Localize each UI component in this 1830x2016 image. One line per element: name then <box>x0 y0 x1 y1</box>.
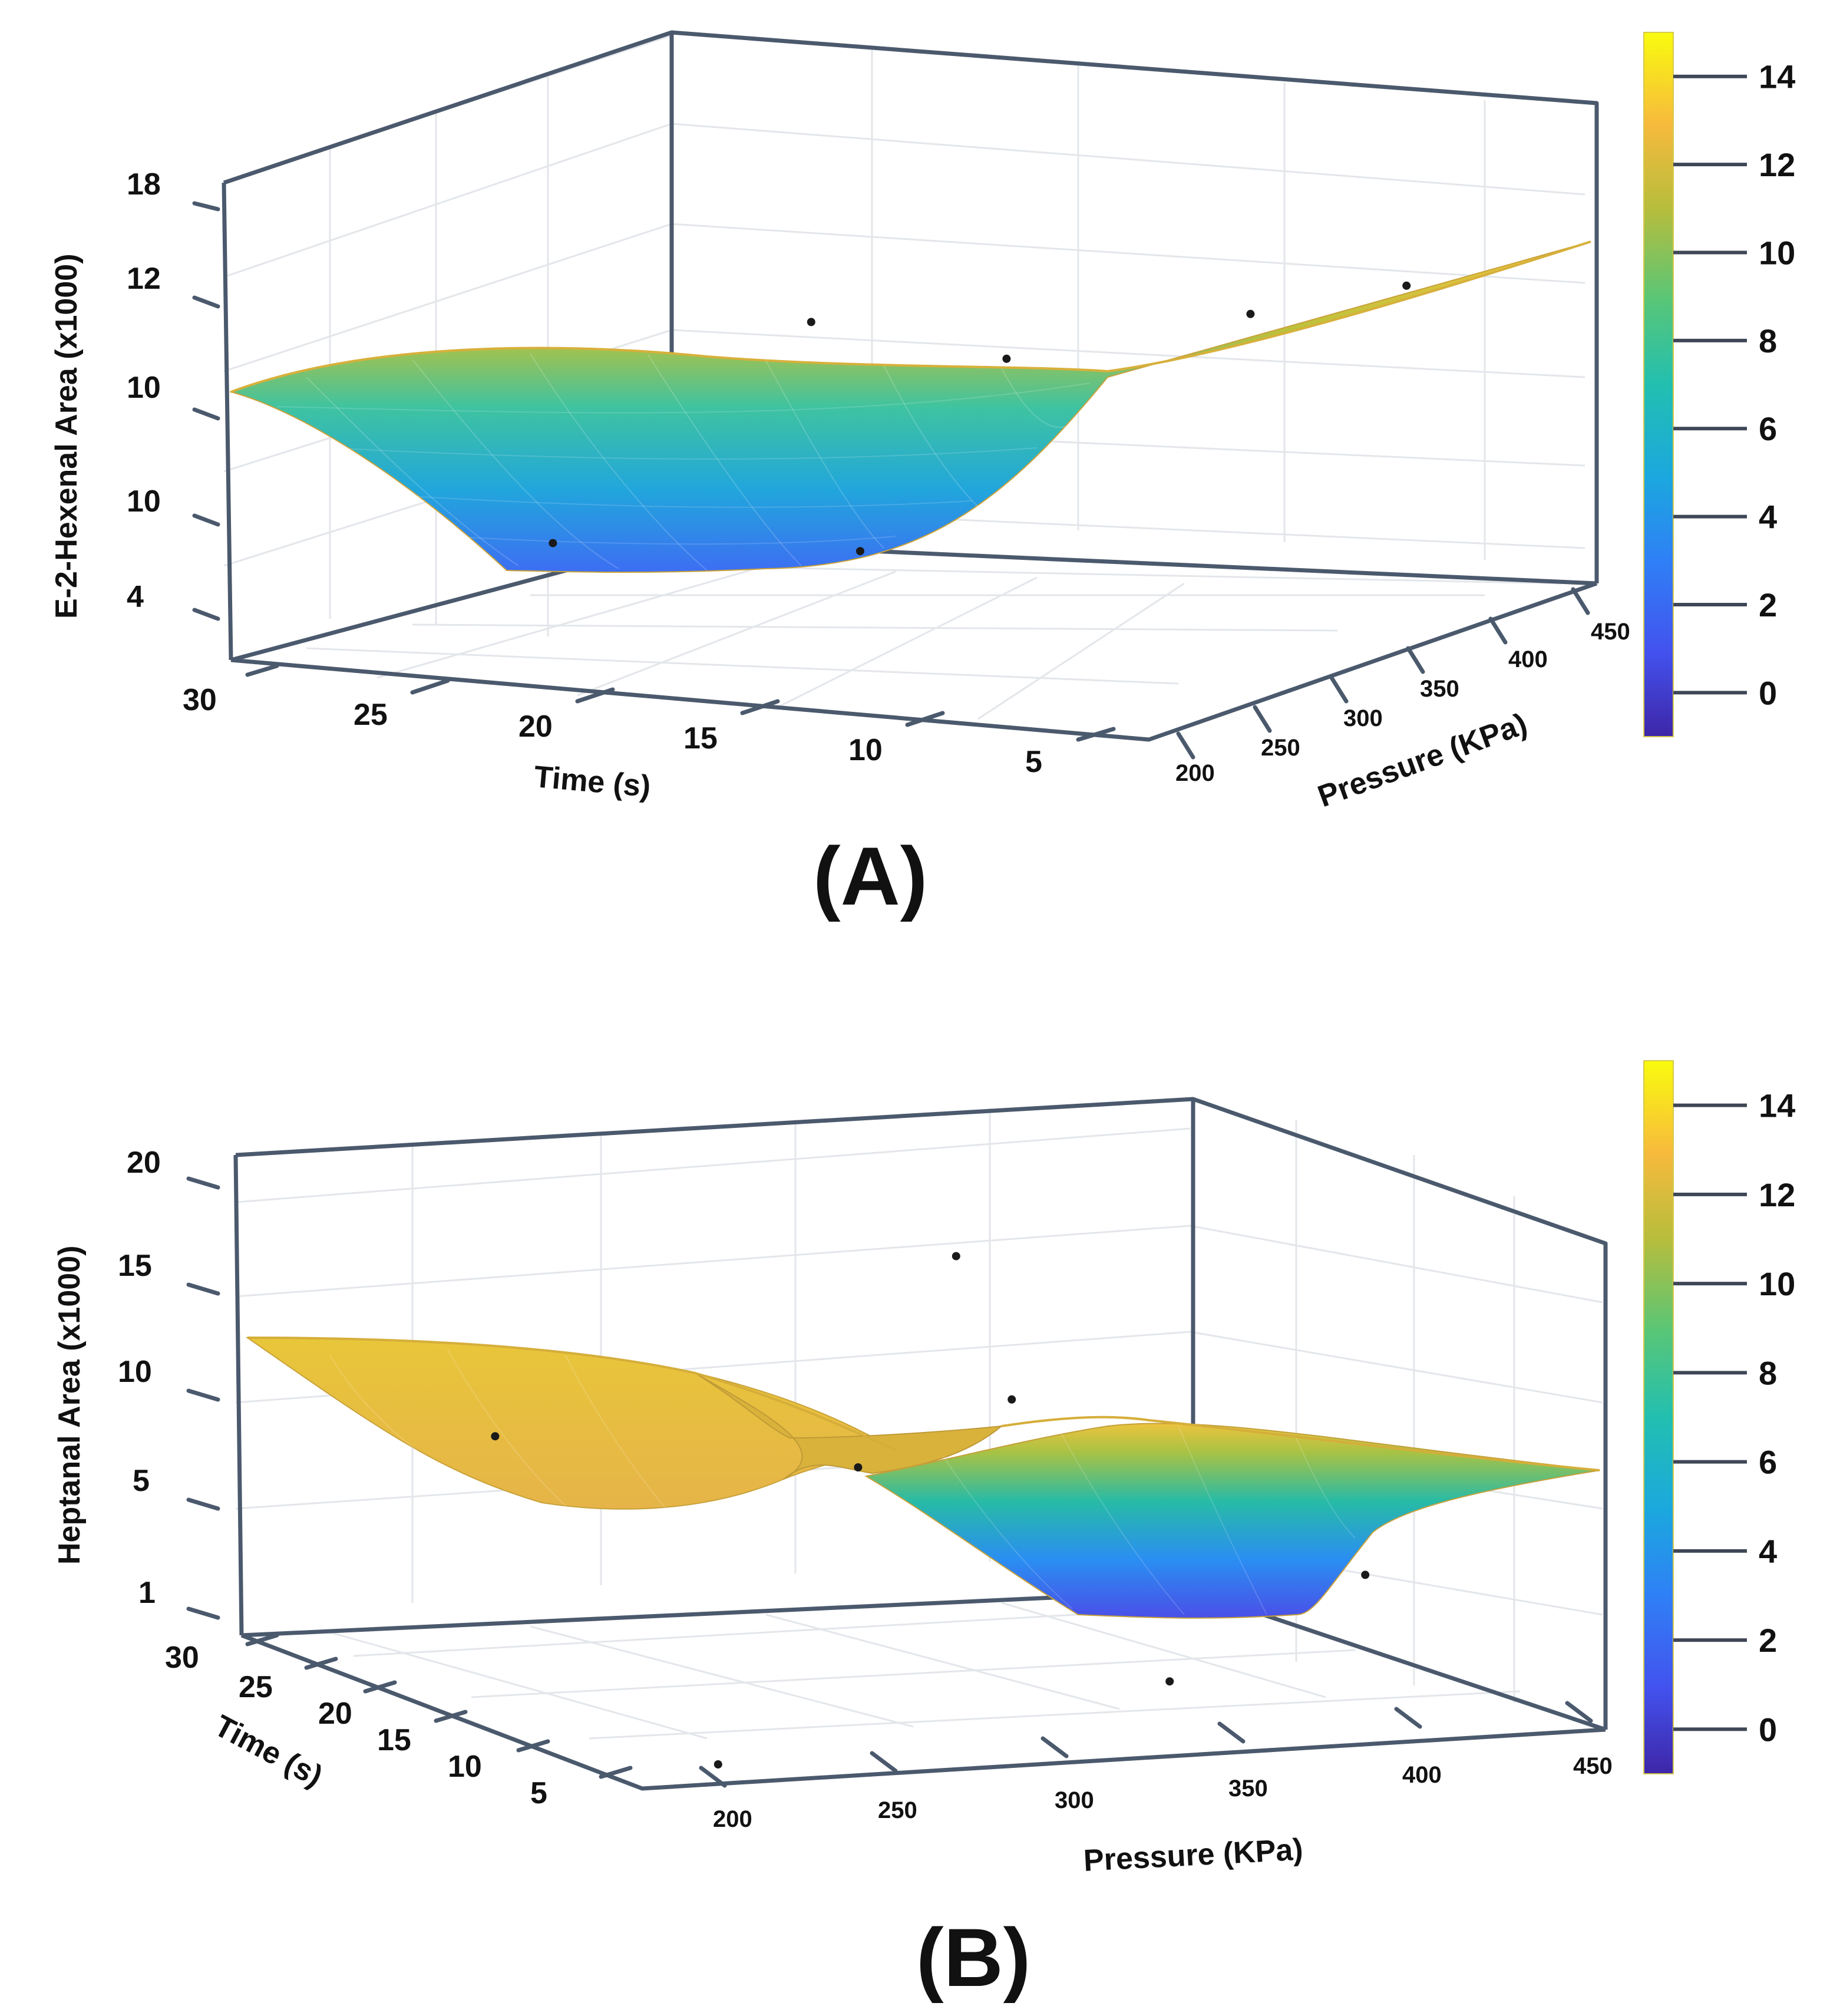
panel-a-points <box>549 281 1411 556</box>
panel-a-y-axis: 200 250 300 350 400 450 Pressure (KPa) <box>1175 587 1630 814</box>
panel-a-colorbar-tick-label: 14 <box>1759 58 1795 95</box>
panel-a-x-tick: 20 <box>518 710 553 744</box>
panel-a-colorbar-tick-label: 10 <box>1759 234 1795 271</box>
panel-b-y-tick: 30 <box>165 1641 199 1675</box>
panel-a-colorbar-tick-label: 6 <box>1759 410 1777 447</box>
panel-b-z-tick: 5 <box>133 1464 150 1498</box>
panel-b-y-axis: 30 25 20 15 10 5 Time (s) <box>165 1633 633 1810</box>
panel-a-colorbar-tick-label: 8 <box>1759 322 1777 359</box>
panel-a-x-label: Time (s) <box>533 760 652 804</box>
panel-b-z-axis: 20 15 10 5 1 Heptanal Area (x1000) <box>52 1146 220 1620</box>
panel-a-frame <box>222 30 1599 742</box>
panel-b-colorbar-tick-label: 8 <box>1759 1354 1777 1391</box>
panel-a-colorbar-tick-label: 4 <box>1759 499 1777 536</box>
panel-a-z-label: E-2-Hexenal Area (x1000) <box>49 253 84 619</box>
panel-b-y-tick: 25 <box>239 1670 273 1704</box>
panel-a-x-axis: 30 25 20 15 10 5 Time (s) <box>183 664 1116 804</box>
panel-b-x-tick: 400 <box>1402 1762 1442 1788</box>
panel-b-colorbar-tick-label: 2 <box>1759 1622 1777 1659</box>
panel-b-x-tick: 300 <box>1055 1787 1094 1813</box>
panel-b-data-point <box>491 1432 500 1441</box>
panel-b-data-point <box>854 1463 863 1471</box>
panel-a-z-tick: 18 <box>127 167 161 202</box>
panel-a-y-tick: 400 <box>1508 646 1548 672</box>
panel-b-data-point <box>1008 1395 1016 1404</box>
panel-a-y-tick: 350 <box>1420 676 1459 702</box>
panel-b-data-point <box>1165 1677 1174 1686</box>
panel-b-x-tick: 450 <box>1573 1753 1613 1779</box>
panel-b-data-point <box>952 1252 960 1261</box>
panel-a-surface <box>229 240 1591 573</box>
panel-b-points <box>491 1252 1370 1768</box>
panel-b-x-tick: 350 <box>1228 1776 1268 1801</box>
panel-a-colorbar-tick-label: 12 <box>1759 146 1795 183</box>
panel-a-y-tick: 200 <box>1175 760 1215 786</box>
panel-b-colorbar-tick-label: 0 <box>1759 1711 1777 1748</box>
panel-a-data-point <box>807 318 815 326</box>
panel-b-z-label: Heptanal Area (x1000) <box>52 1246 87 1565</box>
panel-a-x-tick: 25 <box>354 698 388 732</box>
panel-b-colorbar-tick-label: 14 <box>1759 1087 1795 1124</box>
panel-b-colorbar-ticks: 14 12 10 8 6 4 2 0 <box>1673 1087 1795 1748</box>
panel-b-colorbar-tick-label: 6 <box>1759 1444 1777 1481</box>
panel-b-colorbar: 14 12 10 8 6 4 2 0 <box>1643 1060 1795 1774</box>
panel-b-colorbar-tick-label: 12 <box>1759 1176 1795 1213</box>
panel-a-data-point <box>1002 354 1011 363</box>
panel-b-y-tick: 5 <box>530 1776 547 1810</box>
panel-b-chart: 20 15 10 5 1 Heptanal Area (x1000) 200 2… <box>52 1060 1795 2004</box>
panel-b-x-axis: 200 250 300 350 400 450 Pressure (KPa) <box>699 1701 1613 1878</box>
panel-b-data-point <box>713 1760 722 1768</box>
panel-b-surface <box>245 1337 1600 1619</box>
panel-a-chart: 18 12 10 10 4 E-2-Hexenal Area (x1000) 3… <box>49 30 1795 922</box>
panel-a-colorbar: 14 12 10 8 6 4 2 0 <box>1643 32 1795 737</box>
panel-b-y-tick: 20 <box>318 1697 352 1731</box>
panel-a-data-point <box>856 547 864 556</box>
panel-a-x-tick: 30 <box>183 683 217 717</box>
panel-b-z-tick: 1 <box>138 1576 156 1610</box>
panel-b-data-point <box>1361 1570 1370 1579</box>
panel-a-z-axis: 18 12 10 10 4 E-2-Hexenal Area (x1000) <box>49 167 220 621</box>
panel-a-y-tick: 250 <box>1261 735 1300 761</box>
panel-a-data-point <box>549 539 557 547</box>
panel-b-colorbar-tick-label: 10 <box>1759 1265 1795 1302</box>
panel-b-z-tick: 20 <box>127 1146 161 1180</box>
panel-b-y-label: Time (s) <box>209 1708 328 1793</box>
panel-a-colorbar-tick-label: 0 <box>1759 674 1777 711</box>
panel-a-data-point <box>1402 281 1411 290</box>
panel-b-z-tick: 10 <box>118 1355 152 1389</box>
panel-b-x-label: Pressure (KPa) <box>1083 1833 1304 1878</box>
panel-b-colorbar-tick-label: 4 <box>1759 1533 1777 1570</box>
panel-b-y-tick: 15 <box>377 1723 411 1757</box>
panel-a-z-tick: 4 <box>127 580 144 614</box>
panel-a-y-tick: 450 <box>1591 619 1630 645</box>
panel-a-data-point <box>1246 309 1255 318</box>
panel-b-x-tick: 200 <box>713 1806 752 1832</box>
panel-b-y-tick: 10 <box>448 1750 482 1784</box>
panel-a-z-tick: 10 <box>127 371 161 405</box>
panel-a-x-tick: 5 <box>1025 745 1042 779</box>
panel-a-label: (A) <box>813 830 927 922</box>
panel-b-z-tick: 15 <box>118 1249 152 1283</box>
panel-b-label: (B) <box>916 1911 1030 2004</box>
panel-a-colorbar-ticks: 14 12 10 8 6 4 2 0 <box>1673 58 1795 711</box>
panel-a-y-tick: 300 <box>1343 705 1383 731</box>
panel-b-x-tick: 250 <box>878 1797 917 1823</box>
panel-a-colorbar-tick-label: 2 <box>1759 586 1777 623</box>
panel-a-x-tick: 15 <box>683 721 718 755</box>
panel-a-x-tick: 10 <box>848 733 883 767</box>
panel-a-z-tick: 10 <box>127 484 161 519</box>
panel-a-z-tick: 12 <box>127 262 161 296</box>
